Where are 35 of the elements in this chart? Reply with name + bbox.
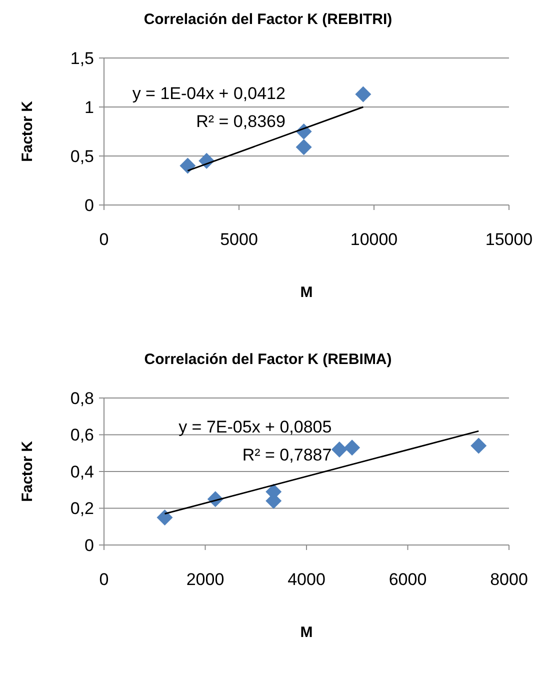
x-tick-label: 2000 [186, 570, 224, 589]
y-tick-label: 0,6 [70, 426, 94, 445]
x-tick-label: 8000 [490, 570, 528, 589]
annotation: y = 1E-04x + 0,0412 [132, 84, 286, 103]
y-tick-label: 0 [84, 536, 94, 555]
x-axis-title: M [300, 624, 313, 641]
x-tick-label: 4000 [288, 570, 326, 589]
x-tick-label: 0 [99, 230, 109, 249]
x-tick-label: 5000 [220, 230, 258, 249]
y-axis-title: Factor K [19, 100, 36, 162]
point [156, 509, 173, 526]
y-tick-label: 0,4 [70, 462, 94, 482]
point [470, 438, 487, 454]
y-tick-label: 0 [84, 196, 94, 215]
y-tick-label: 1,5 [70, 48, 94, 68]
annotation: R² = 0,7887 [242, 445, 332, 464]
point [180, 158, 196, 174]
point [344, 440, 360, 456]
y-tick-label: 0,5 [70, 146, 94, 166]
point [355, 86, 372, 102]
x-tick-label: 10000 [350, 230, 398, 249]
annotation: R² = 0,8369 [196, 112, 286, 131]
point [331, 441, 348, 458]
point [296, 139, 312, 156]
y-tick-label: 1 [84, 98, 94, 117]
annotation: y = 7E-05x + 0,0805 [178, 417, 332, 436]
y-tick-label: 0,8 [70, 388, 94, 408]
x-tick-label: 6000 [388, 570, 427, 589]
y-tick-label: 0,2 [70, 499, 94, 518]
chart-title: Correlación del Factor K (REBITRI) [144, 11, 392, 28]
x-axis-title: M [300, 284, 313, 301]
x-tick-label: 15000 [485, 230, 533, 249]
y-axis-title: Factor K [19, 440, 36, 502]
chart-title: Correlación del Factor K (REBIMA) [144, 351, 392, 368]
x-tick-label: 0 [99, 570, 109, 589]
